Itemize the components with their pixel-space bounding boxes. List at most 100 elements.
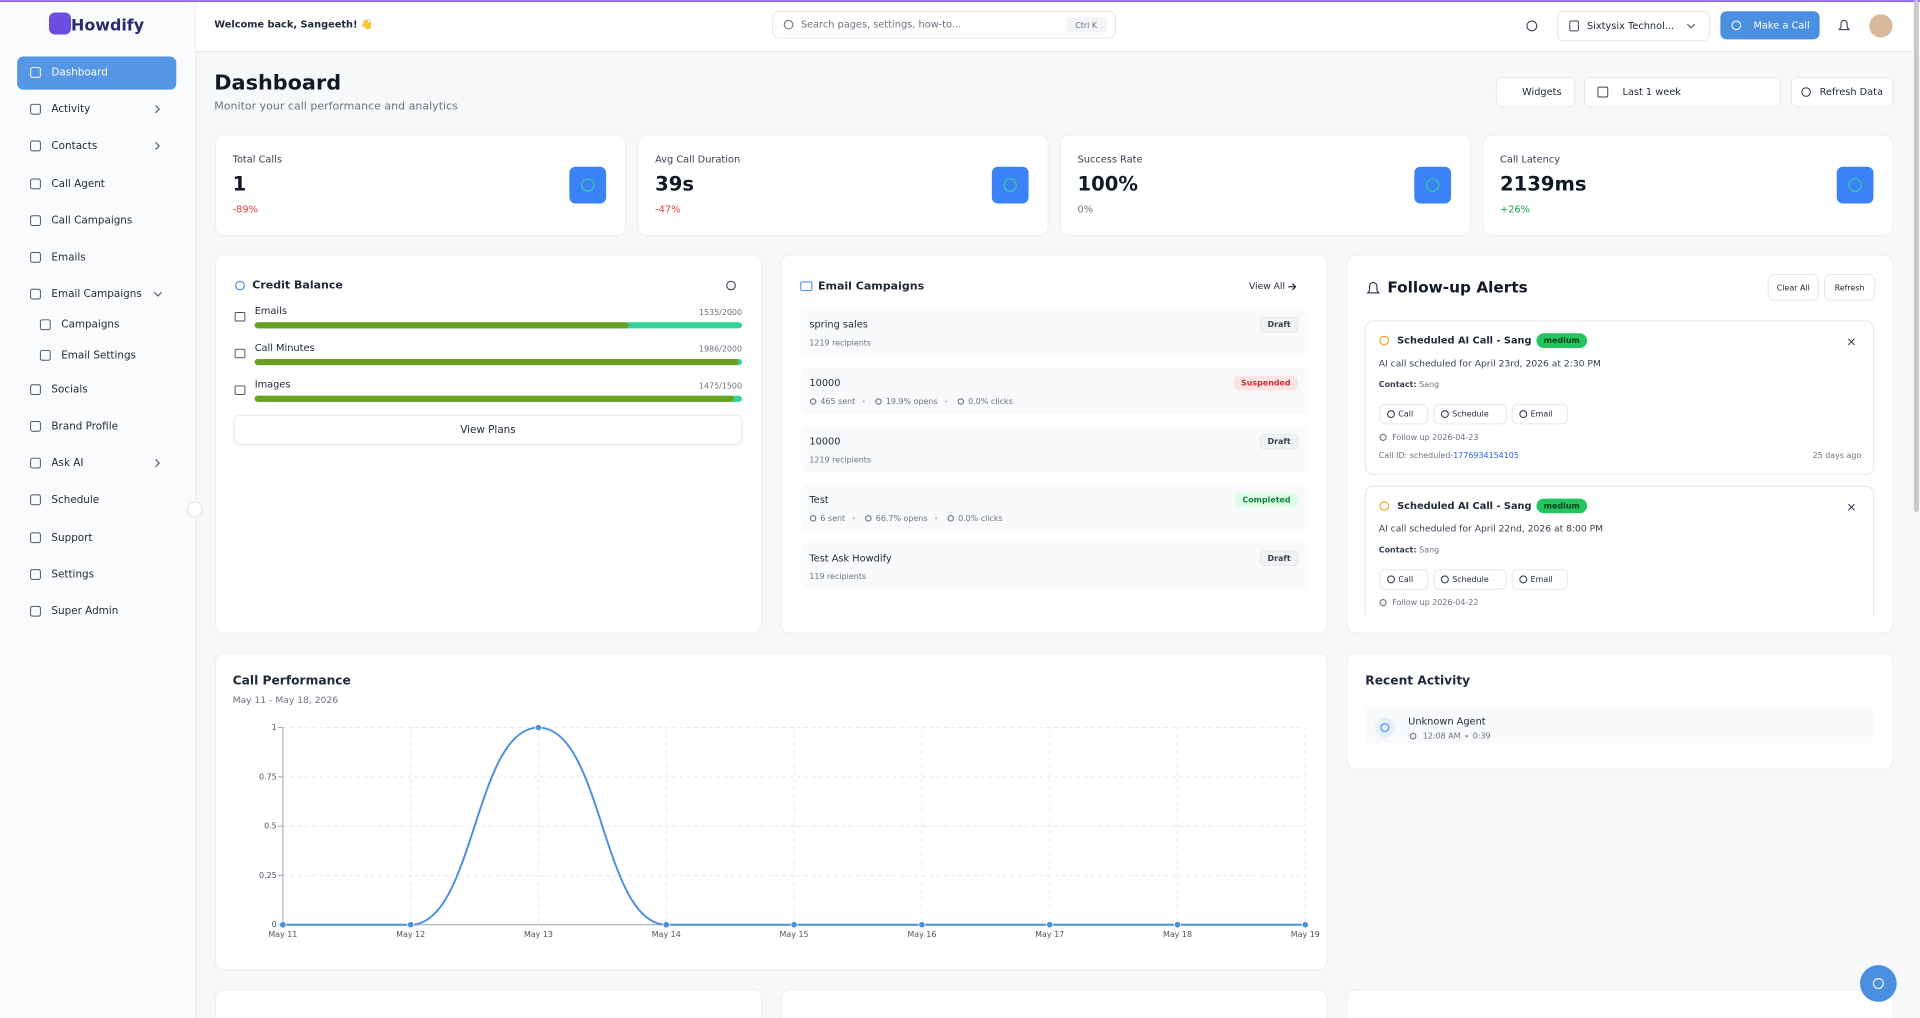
nav-item[interactable]: Support bbox=[51, 532, 92, 544]
nav-hit[interactable] bbox=[17, 450, 176, 477]
nav-hit[interactable] bbox=[17, 524, 176, 551]
campaign-meta: 1219 recipients bbox=[809, 455, 871, 464]
meta-separator bbox=[935, 517, 938, 520]
alert-ago: 25 days ago bbox=[1813, 451, 1862, 460]
nav-item[interactable]: Schedule bbox=[51, 494, 99, 506]
alert-action-label[interactable]: Schedule bbox=[1452, 575, 1489, 584]
alert-action-icon bbox=[1440, 410, 1449, 419]
alert-action-icon bbox=[1387, 410, 1395, 419]
alert-action-label[interactable]: Call bbox=[1398, 575, 1413, 584]
view-plans-button[interactable] bbox=[233, 414, 743, 446]
credit-item-icon bbox=[234, 348, 246, 359]
range-icon bbox=[1597, 86, 1609, 98]
stat-card bbox=[637, 134, 1049, 236]
help-icon bbox=[1526, 20, 1538, 32]
x-tick-label: May 16 bbox=[907, 930, 936, 939]
nav-item[interactable]: Campaigns bbox=[61, 319, 119, 331]
alert-action-label[interactable]: Call bbox=[1398, 410, 1413, 419]
alert-action-icon bbox=[1387, 575, 1395, 584]
clear-all-label[interactable]: Clear All bbox=[1777, 283, 1810, 292]
search-box[interactable] bbox=[772, 10, 1116, 39]
nav-item[interactable]: Activity bbox=[51, 103, 90, 115]
range-label[interactable]: Last 1 week bbox=[1622, 87, 1681, 98]
nav-chevron bbox=[155, 459, 160, 468]
shortcut-hint: Ctrl K bbox=[1075, 21, 1098, 30]
nav-hit[interactable] bbox=[17, 561, 176, 588]
alert-close[interactable] bbox=[1847, 338, 1855, 346]
make-call-label[interactable]: Make a Call bbox=[1753, 20, 1809, 31]
view-all-arrow bbox=[1288, 283, 1297, 291]
alert-action-icon bbox=[1519, 410, 1528, 419]
alert-title: Scheduled AI Call - Sang bbox=[1397, 501, 1531, 512]
nav-item[interactable]: Email Settings bbox=[61, 349, 136, 361]
followups-refresh-button[interactable] bbox=[1824, 274, 1876, 301]
nav-item[interactable]: Email Campaigns bbox=[51, 288, 141, 300]
nav-icon bbox=[30, 384, 41, 396]
bell-icon[interactable] bbox=[1838, 19, 1851, 31]
stat-card bbox=[215, 134, 627, 236]
nav-item[interactable]: Super Admin bbox=[51, 605, 118, 617]
collapse-button[interactable] bbox=[186, 501, 203, 518]
alert-action[interactable] bbox=[1379, 403, 1429, 425]
view-plans-label[interactable]: View Plans bbox=[460, 424, 515, 436]
credit-bar bbox=[254, 359, 739, 366]
widgets-button[interactable] bbox=[1495, 76, 1576, 108]
nav-icon bbox=[30, 178, 41, 190]
make-call-button[interactable] bbox=[1720, 11, 1820, 40]
refresh-button[interactable] bbox=[1790, 76, 1894, 108]
campaign-row[interactable] bbox=[800, 367, 1308, 414]
campaign-row[interactable] bbox=[800, 542, 1308, 589]
view-all-link[interactable]: View All bbox=[1249, 281, 1285, 292]
campaign-row[interactable] bbox=[800, 425, 1308, 473]
refresh-label[interactable]: Refresh bbox=[1835, 283, 1865, 292]
nav-item[interactable]: Call Campaigns bbox=[51, 215, 132, 227]
org-select[interactable] bbox=[1557, 10, 1710, 42]
campaign-row[interactable] bbox=[800, 484, 1308, 531]
refresh-label[interactable]: Refresh Data bbox=[1820, 87, 1883, 98]
alert-action-label[interactable]: Email bbox=[1531, 410, 1553, 419]
alert-close[interactable] bbox=[1847, 503, 1855, 511]
nav-chevron bbox=[155, 105, 160, 114]
assistant-fab[interactable] bbox=[1860, 965, 1897, 1002]
alert-action[interactable] bbox=[1511, 403, 1568, 425]
alert-priority: medium bbox=[1544, 336, 1580, 345]
nav-item[interactable]: Emails bbox=[51, 251, 85, 263]
nav-hit[interactable] bbox=[17, 244, 176, 271]
alert-action-label[interactable]: Email bbox=[1531, 575, 1553, 584]
nav-item[interactable]: Call Agent bbox=[51, 178, 104, 190]
search-icon bbox=[783, 19, 794, 30]
nav-chevron bbox=[153, 291, 163, 297]
alerts-list: Scheduled AI Call - Sang medium AI call sc… bbox=[1364, 320, 1874, 615]
alert-priority: medium bbox=[1544, 501, 1580, 510]
nav-item[interactable]: Ask AI bbox=[51, 457, 83, 469]
nav-hit[interactable] bbox=[17, 376, 176, 403]
x-tick-label: May 11 bbox=[268, 930, 297, 939]
chart-card bbox=[215, 652, 1328, 971]
org-chevron bbox=[1686, 23, 1696, 29]
alert-clock bbox=[1379, 335, 1390, 346]
campaign-row[interactable] bbox=[800, 308, 1308, 356]
nav-item[interactable]: Socials bbox=[51, 384, 87, 396]
nav-icon bbox=[30, 532, 41, 544]
alert-action[interactable] bbox=[1511, 569, 1568, 590]
nav-icon bbox=[30, 288, 41, 300]
alert-action[interactable] bbox=[1379, 569, 1429, 590]
alert-action-label[interactable]: Schedule bbox=[1452, 410, 1489, 419]
org-name[interactable]: Sixtysix Technol... bbox=[1587, 21, 1674, 32]
nav-hit[interactable] bbox=[17, 96, 176, 123]
nav-item[interactable]: Dashboard bbox=[51, 66, 107, 78]
activity-row[interactable] bbox=[1365, 705, 1874, 744]
nav-active bbox=[17, 56, 177, 90]
widgets-label[interactable]: Widgets bbox=[1522, 87, 1562, 98]
range-select[interactable] bbox=[1584, 76, 1781, 108]
alert-clock bbox=[1379, 501, 1390, 511]
alert-action[interactable] bbox=[1433, 569, 1507, 590]
nav-item[interactable]: Settings bbox=[51, 569, 94, 581]
clear-all-button[interactable] bbox=[1767, 274, 1819, 301]
meta-separator bbox=[945, 400, 948, 403]
alert-action[interactable] bbox=[1433, 403, 1507, 425]
nav-item[interactable]: Brand Profile bbox=[51, 420, 118, 432]
nav-item[interactable]: Contacts bbox=[51, 140, 97, 152]
avatar[interactable] bbox=[1867, 13, 1894, 39]
